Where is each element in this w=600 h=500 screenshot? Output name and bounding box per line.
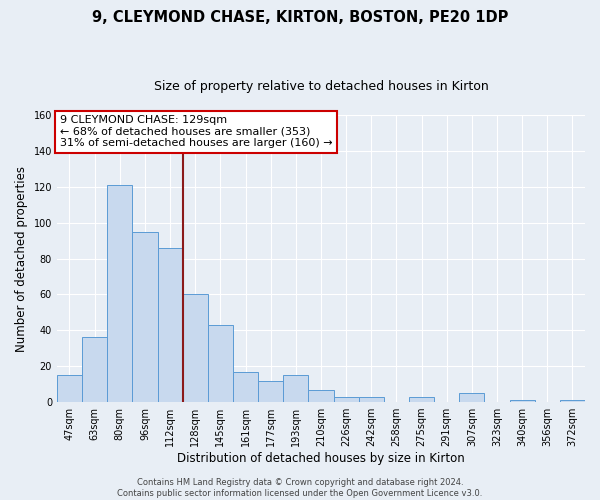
Bar — [133, 232, 158, 402]
Bar — [258, 380, 283, 402]
Text: 9 CLEYMOND CHASE: 129sqm
← 68% of detached houses are smaller (353)
31% of semi-: 9 CLEYMOND CHASE: 129sqm ← 68% of detach… — [59, 116, 332, 148]
Bar — [233, 372, 258, 402]
Bar — [409, 396, 434, 402]
Bar — [182, 294, 208, 402]
Bar — [509, 400, 535, 402]
Bar — [208, 325, 233, 402]
Bar — [283, 375, 308, 402]
Bar — [334, 396, 359, 402]
X-axis label: Distribution of detached houses by size in Kirton: Distribution of detached houses by size … — [177, 452, 465, 465]
Bar — [359, 396, 384, 402]
Bar — [107, 185, 133, 402]
Title: Size of property relative to detached houses in Kirton: Size of property relative to detached ho… — [154, 80, 488, 93]
Bar — [459, 393, 484, 402]
Text: 9, CLEYMOND CHASE, KIRTON, BOSTON, PE20 1DP: 9, CLEYMOND CHASE, KIRTON, BOSTON, PE20 … — [92, 10, 508, 25]
Bar — [308, 390, 334, 402]
Y-axis label: Number of detached properties: Number of detached properties — [15, 166, 28, 352]
Bar — [158, 248, 182, 402]
Bar — [560, 400, 585, 402]
Bar — [82, 338, 107, 402]
Text: Contains HM Land Registry data © Crown copyright and database right 2024.
Contai: Contains HM Land Registry data © Crown c… — [118, 478, 482, 498]
Bar — [57, 375, 82, 402]
